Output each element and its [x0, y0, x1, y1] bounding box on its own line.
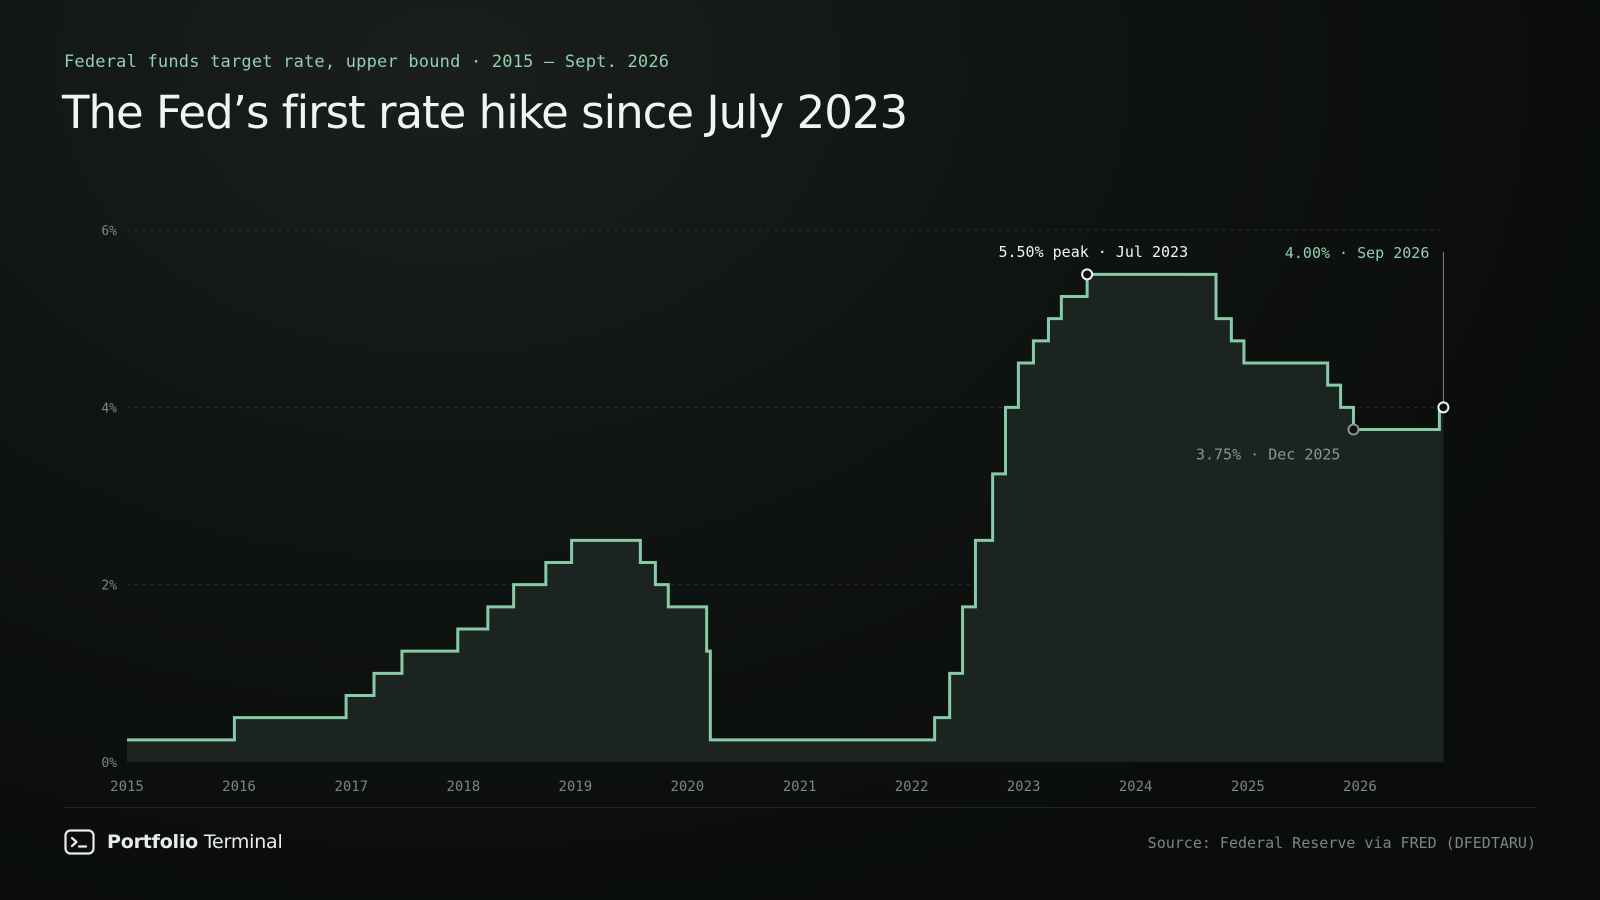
x-tick-label: 2018	[446, 779, 480, 795]
annotation-layer: 5.50% peak · Jul 2023 4.00% · Sep 2026 3.7…	[998, 243, 1450, 464]
x-tick-label: 2015	[110, 779, 144, 795]
x-tick-label: 2017	[334, 779, 368, 795]
chart-eyebrow: Federal funds target rate, upper bound ·…	[64, 52, 670, 72]
x-tick-label: 2021	[783, 779, 817, 795]
y-tick-label: 2%	[101, 579, 117, 594]
source-note: Source: Federal Reserve via FRED (DFEDTA…	[1147, 834, 1536, 852]
chart-title: The Fed’s first rate hike since July 202…	[62, 86, 908, 139]
x-tick-label: 2016	[222, 779, 256, 795]
grid-layer	[127, 229, 1440, 586]
x-tick-label: 2023	[1007, 779, 1041, 795]
area-layer	[127, 272, 1444, 762]
x-tick-label: 2025	[1231, 779, 1265, 795]
y-tick-label: 0%	[101, 756, 117, 771]
brand-logo[interactable]: Portfolio Terminal	[64, 829, 283, 855]
rate-area-fill	[127, 274, 1444, 762]
rate-step-line	[127, 272, 1444, 742]
x-tick-label: 2019	[558, 779, 592, 795]
x-tick-label: 2020	[670, 779, 704, 795]
current-rate-marker	[1437, 401, 1450, 414]
brand-name-light: Terminal	[203, 831, 283, 853]
x-tick-label: 2026	[1343, 779, 1377, 795]
brand-name-strong: Portfolio	[107, 831, 199, 853]
y-tick-label: 4%	[101, 401, 117, 416]
axis-layer: 0% 2% 4% 6% 2015 2016 2017 2018 2019 2020 2021 2022…	[101, 224, 1376, 795]
x-tick-label: 2022	[895, 779, 929, 795]
current-rate-label: 4.00% · Sep 2026	[1285, 244, 1430, 262]
brand-name: Portfolio Terminal	[107, 831, 283, 853]
footer-divider	[64, 807, 1536, 808]
low-rate-label: 3.75% · Dec 2025	[1196, 446, 1341, 464]
x-tick-label: 2024	[1119, 779, 1153, 795]
low-rate-marker	[1347, 423, 1360, 436]
y-tick-label: 6%	[101, 224, 117, 239]
terminal-prompt-icon	[64, 829, 95, 855]
peak-rate-marker	[1081, 268, 1094, 281]
peak-rate-label: 5.50% peak · Jul 2023	[998, 243, 1188, 261]
